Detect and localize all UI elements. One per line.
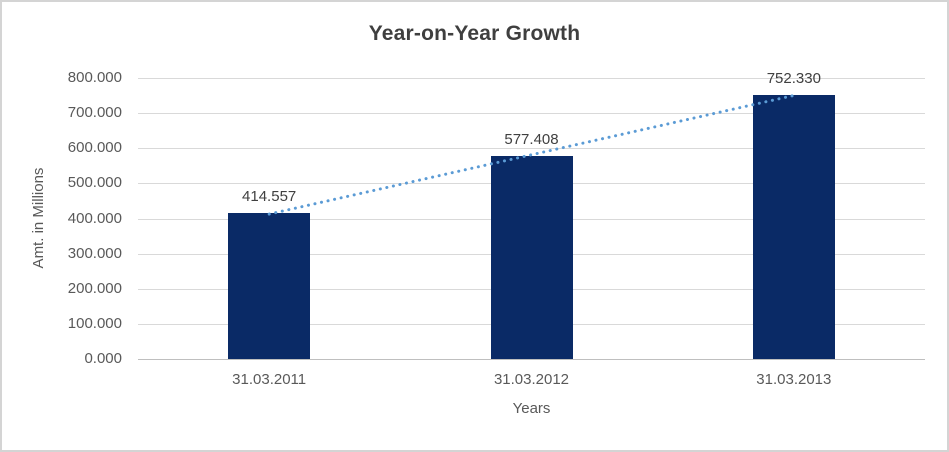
y-tick-label: 0.000 [84, 350, 122, 367]
bar-value-label: 414.557 [242, 188, 297, 206]
x-tick-label: 31.03.2011 [232, 371, 307, 388]
y-tick-label: 400.000 [67, 209, 122, 227]
x-axis-line [138, 359, 925, 360]
y-tick-label: 700.000 [67, 104, 122, 122]
y-tick-label: 200.000 [67, 279, 122, 297]
bar-value-label: 577.408 [504, 131, 559, 149]
x-tick-label: 31.03.2013 [756, 371, 832, 388]
x-tick-label: 31.03.2012 [493, 371, 570, 388]
bar [490, 156, 573, 359]
y-tick-label: 600.000 [67, 139, 122, 157]
y-tick-label: 100.000 [67, 314, 122, 332]
y-tick-label: 300.000 [67, 244, 122, 262]
y-tick-label: 500.000 [67, 174, 122, 192]
y-tick-label: 800.000 [67, 69, 122, 86]
bar-value-label: 752.330 [766, 69, 821, 87]
bar [752, 94, 835, 359]
gridline [138, 78, 925, 79]
chart-title: Year-on-Year Growth [368, 22, 581, 45]
bar [228, 213, 311, 359]
x-axis-title: Years [512, 400, 551, 417]
